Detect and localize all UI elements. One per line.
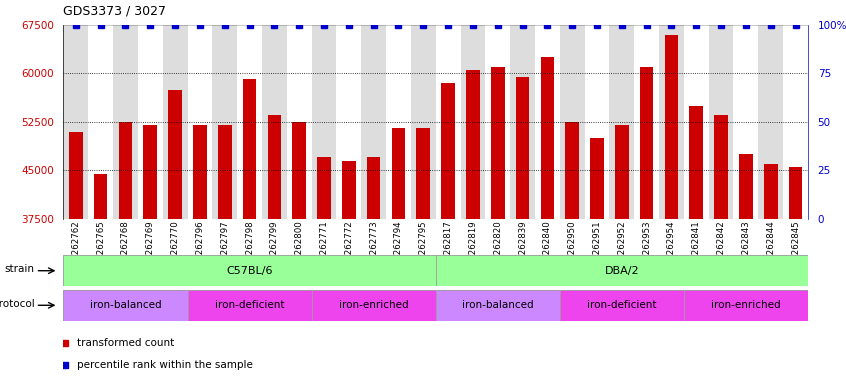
- Bar: [609, 25, 634, 219]
- Text: percentile rank within the sample: percentile rank within the sample: [77, 360, 253, 370]
- Bar: [243, 79, 256, 219]
- Bar: [764, 164, 777, 219]
- Bar: [118, 122, 132, 219]
- Bar: [94, 174, 107, 219]
- Bar: [516, 77, 530, 219]
- Bar: [585, 25, 609, 219]
- Bar: [138, 25, 162, 219]
- Bar: [565, 122, 579, 219]
- Bar: [342, 161, 355, 219]
- Bar: [287, 25, 311, 219]
- Bar: [788, 167, 802, 219]
- Bar: [659, 25, 684, 219]
- Bar: [665, 35, 678, 219]
- Text: DBA/2: DBA/2: [605, 266, 639, 276]
- Bar: [113, 25, 138, 219]
- Bar: [411, 25, 436, 219]
- Bar: [237, 25, 262, 219]
- Bar: [162, 25, 188, 219]
- Bar: [714, 116, 728, 219]
- Bar: [69, 132, 83, 219]
- Text: iron-balanced: iron-balanced: [90, 300, 162, 310]
- Bar: [392, 128, 405, 219]
- Bar: [733, 25, 758, 219]
- Text: iron-enriched: iron-enriched: [339, 300, 409, 310]
- Bar: [193, 125, 206, 219]
- Bar: [367, 157, 381, 219]
- Bar: [293, 122, 306, 219]
- Bar: [218, 125, 232, 219]
- Bar: [63, 25, 88, 219]
- Bar: [591, 138, 604, 219]
- Bar: [460, 25, 486, 219]
- Bar: [212, 25, 237, 219]
- Text: iron-deficient: iron-deficient: [587, 300, 656, 310]
- Bar: [416, 128, 430, 219]
- Text: strain: strain: [5, 264, 35, 274]
- Bar: [262, 25, 287, 219]
- Bar: [436, 25, 460, 219]
- Bar: [615, 125, 629, 219]
- Bar: [168, 89, 182, 219]
- Bar: [640, 67, 653, 219]
- Text: iron-deficient: iron-deficient: [215, 300, 284, 310]
- Bar: [144, 125, 157, 219]
- Bar: [535, 25, 560, 219]
- Bar: [361, 25, 386, 219]
- Text: C57BL/6: C57BL/6: [227, 266, 272, 276]
- Bar: [267, 116, 281, 219]
- Bar: [739, 154, 753, 219]
- Bar: [337, 25, 361, 219]
- Text: iron-enriched: iron-enriched: [711, 300, 781, 310]
- Bar: [491, 67, 504, 219]
- Bar: [758, 25, 783, 219]
- Bar: [442, 83, 455, 219]
- Bar: [689, 106, 703, 219]
- Bar: [311, 25, 337, 219]
- Bar: [486, 25, 510, 219]
- Bar: [560, 25, 585, 219]
- Bar: [510, 25, 535, 219]
- Bar: [317, 157, 331, 219]
- Text: GDS3373 / 3027: GDS3373 / 3027: [63, 4, 167, 17]
- Text: iron-balanced: iron-balanced: [462, 300, 534, 310]
- Text: protocol: protocol: [0, 299, 35, 309]
- Bar: [386, 25, 411, 219]
- Bar: [466, 70, 480, 219]
- Bar: [709, 25, 733, 219]
- Bar: [188, 25, 212, 219]
- Bar: [88, 25, 113, 219]
- Bar: [541, 57, 554, 219]
- Bar: [684, 25, 709, 219]
- Bar: [634, 25, 659, 219]
- Bar: [783, 25, 808, 219]
- Text: transformed count: transformed count: [77, 338, 174, 348]
